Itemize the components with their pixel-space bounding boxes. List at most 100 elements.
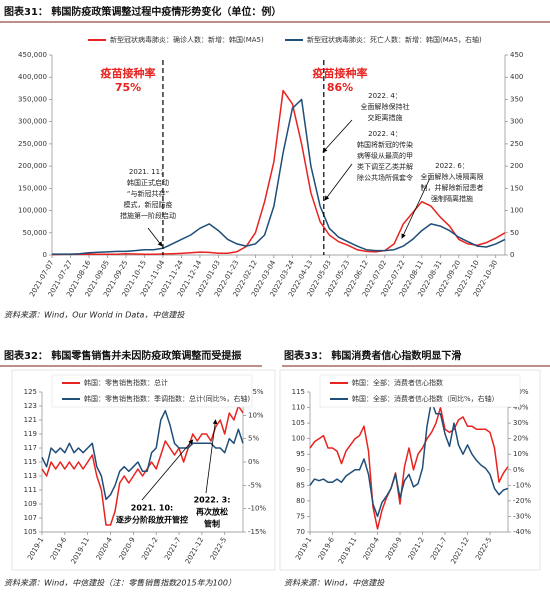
y2-tick-label: 400 bbox=[510, 73, 523, 81]
annotation-text: 再次放松 bbox=[196, 507, 228, 517]
plot-frame bbox=[11, 369, 276, 571]
legend-label: 新型冠状病毒肺炎：死亡人数：新增：韩国(MA5，右轴) bbox=[307, 35, 482, 44]
y-tick-label: 123 bbox=[24, 402, 37, 410]
y-tick-label: 70 bbox=[296, 528, 305, 536]
y2-tick-label: -40% bbox=[513, 528, 531, 536]
y2-tick-label: 50 bbox=[510, 229, 519, 237]
legend-label: 新型冠状病毒肺炎：确诊人数：新增：韩国(MA5) bbox=[110, 35, 264, 44]
y-tick-label: 95 bbox=[296, 450, 305, 458]
y2-tick-label: 200 bbox=[510, 162, 523, 170]
annotation-text: “与新冠共存” bbox=[127, 189, 169, 198]
y2-tick-label: 40% bbox=[513, 404, 529, 412]
annotation-text: 全面解除入境隔离限 bbox=[421, 172, 484, 181]
y2-tick-label: -20% bbox=[513, 497, 531, 505]
y-tick-label: 50,000 bbox=[23, 229, 48, 237]
y-tick-label: 100 bbox=[292, 435, 305, 443]
annotation-text: 2022. 4： bbox=[368, 130, 402, 138]
series-line bbox=[51, 89, 506, 256]
annotation-text: 类下调至乙类并解 bbox=[357, 162, 413, 171]
y-tick-label: 121 bbox=[24, 416, 37, 424]
y-tick-label: 115 bbox=[292, 388, 305, 396]
annotation-text: 交距离措施 bbox=[368, 113, 403, 122]
annotation-text: 2021. 10: bbox=[131, 504, 173, 513]
annotation-text: 管制 bbox=[204, 519, 220, 529]
y2-tick-label: 10% bbox=[248, 411, 264, 419]
y-tick-label: 150,000 bbox=[18, 184, 47, 192]
legend-box bbox=[319, 374, 521, 408]
annotation-text: 韩国正式启动 bbox=[127, 178, 169, 187]
chart-title: 图表32： 韩国零售销售并未因防疫政策调整而受提振 bbox=[4, 349, 241, 362]
source-note: 资料来源：Wind，Our World in Data，中信建投 bbox=[4, 311, 185, 320]
y-tick-label: 113 bbox=[24, 472, 37, 480]
y2-tick-label: 150 bbox=[510, 184, 523, 192]
y-tick-label: 117 bbox=[24, 444, 37, 452]
series-line bbox=[41, 409, 244, 501]
y-tick-label: 105 bbox=[24, 528, 37, 536]
y-tick-label: 400,000 bbox=[18, 73, 47, 81]
annotation-arrow bbox=[322, 119, 353, 153]
legend-label: 韩国：零售销售指数：总计 bbox=[84, 378, 168, 387]
y-tick-label: 90 bbox=[296, 466, 305, 474]
y-tick-label: 0 bbox=[43, 251, 47, 259]
y-tick-label: 85 bbox=[296, 481, 305, 489]
series-line bbox=[52, 98, 506, 255]
annotation-text: 2022. 6： bbox=[435, 162, 469, 170]
y2-tick-label: 5% bbox=[248, 435, 259, 443]
annotation-arrow bbox=[324, 163, 353, 201]
annotation-text: 疫苗接种率 bbox=[313, 66, 368, 80]
y-tick-label: 110 bbox=[292, 404, 305, 412]
y2-tick-label: 50% bbox=[513, 388, 529, 396]
annotation-text: 全面解除保持社 bbox=[361, 102, 410, 111]
annotation-text: 模式，新冠防疫 bbox=[124, 200, 173, 209]
y2-tick-label: 250 bbox=[510, 140, 523, 148]
legend-label: 韩国：全部：消费者信心指数（同比%，右轴） bbox=[352, 394, 499, 403]
annotation-arrow bbox=[205, 419, 218, 494]
series-line bbox=[41, 405, 244, 526]
y-tick-label: 100,000 bbox=[18, 207, 47, 215]
annotation-text: 2022. 4： bbox=[368, 92, 402, 100]
annotation-text: 强制隔离措施 bbox=[431, 194, 473, 203]
chart-title: 图表31： 韩国防疫政策调整过程中疫情形势变化（单位：例） bbox=[4, 5, 281, 18]
y2-tick-label: 30% bbox=[513, 419, 529, 427]
annotation-text: 75% bbox=[115, 81, 141, 94]
annotation-text: 逐步分阶段放开管控 bbox=[116, 515, 188, 525]
annotation-text: 措施第一阶段启动 bbox=[120, 211, 176, 220]
y2-tick-label: 450 bbox=[510, 51, 523, 59]
y2-tick-label: 20% bbox=[513, 435, 529, 443]
y2-tick-label: -5% bbox=[248, 481, 262, 489]
source-note: 资料来源：Wind，中信建投（注：零售销售指数2015年为100） bbox=[4, 579, 236, 588]
legend-label: 韩国：零售销售指数：季调指数：总计(同比%，右轴) bbox=[84, 394, 250, 403]
y-tick-label: 300,000 bbox=[18, 118, 47, 126]
annotation-text: 除公共场所佩套令 bbox=[357, 173, 413, 182]
annotation-text: 病等级从最高的甲 bbox=[357, 151, 413, 160]
y-tick-label: 107 bbox=[24, 514, 37, 522]
y2-tick-label: 10% bbox=[513, 450, 529, 458]
annotation-text: 疫苗接种率 bbox=[101, 66, 156, 80]
y-tick-label: 75 bbox=[296, 512, 305, 520]
y2-tick-label: 15% bbox=[248, 388, 264, 396]
y-tick-label: 125 bbox=[24, 388, 37, 396]
y2-tick-label: -30% bbox=[513, 512, 531, 520]
y-tick-label: 109 bbox=[24, 500, 37, 508]
plot-frame bbox=[279, 369, 541, 571]
annotation-arrow bbox=[401, 177, 431, 239]
y2-tick-label: 100 bbox=[510, 207, 523, 215]
annotation-arrow bbox=[147, 227, 163, 247]
y-tick-label: 111 bbox=[24, 486, 37, 494]
annotation-arrow bbox=[141, 439, 194, 501]
y-tick-label: 450,000 bbox=[18, 51, 47, 59]
legend-label: 韩国：全部：消费者信心指数 bbox=[352, 378, 443, 387]
annotation-text: 86% bbox=[327, 81, 353, 94]
y2-tick-label: -15% bbox=[248, 528, 266, 536]
y-tick-label: 350,000 bbox=[18, 95, 47, 103]
y2-tick-label: 300 bbox=[510, 118, 523, 126]
series-line bbox=[309, 406, 509, 530]
y-tick-label: 200,000 bbox=[18, 162, 47, 170]
y-tick-label: 119 bbox=[24, 430, 37, 438]
y-tick-label: 105 bbox=[292, 419, 305, 427]
annotation-text: 制，并解除新冠患者 bbox=[421, 183, 484, 192]
y2-tick-label: 0 bbox=[510, 251, 514, 259]
y-tick-label: 250,000 bbox=[18, 140, 47, 148]
y2-tick-label: 350 bbox=[510, 95, 523, 103]
